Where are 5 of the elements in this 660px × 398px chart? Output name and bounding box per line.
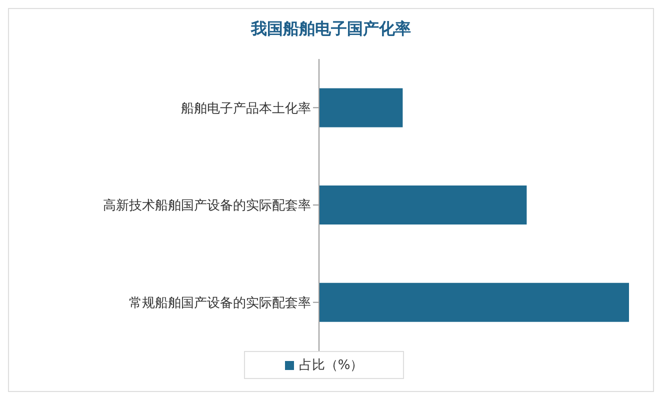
y-tick-label: 常规船舶国产设备的实际配套率 <box>129 294 311 311</box>
chart-title: 我国船舶电子国产化率 <box>250 19 412 40</box>
legend-label: 占比（%） <box>298 357 364 374</box>
y-tick-label: 船舶电子产品本土化率 <box>181 100 311 116</box>
y-tick-label: 高新技术船舶国产设备的实际配套率 <box>103 198 311 214</box>
